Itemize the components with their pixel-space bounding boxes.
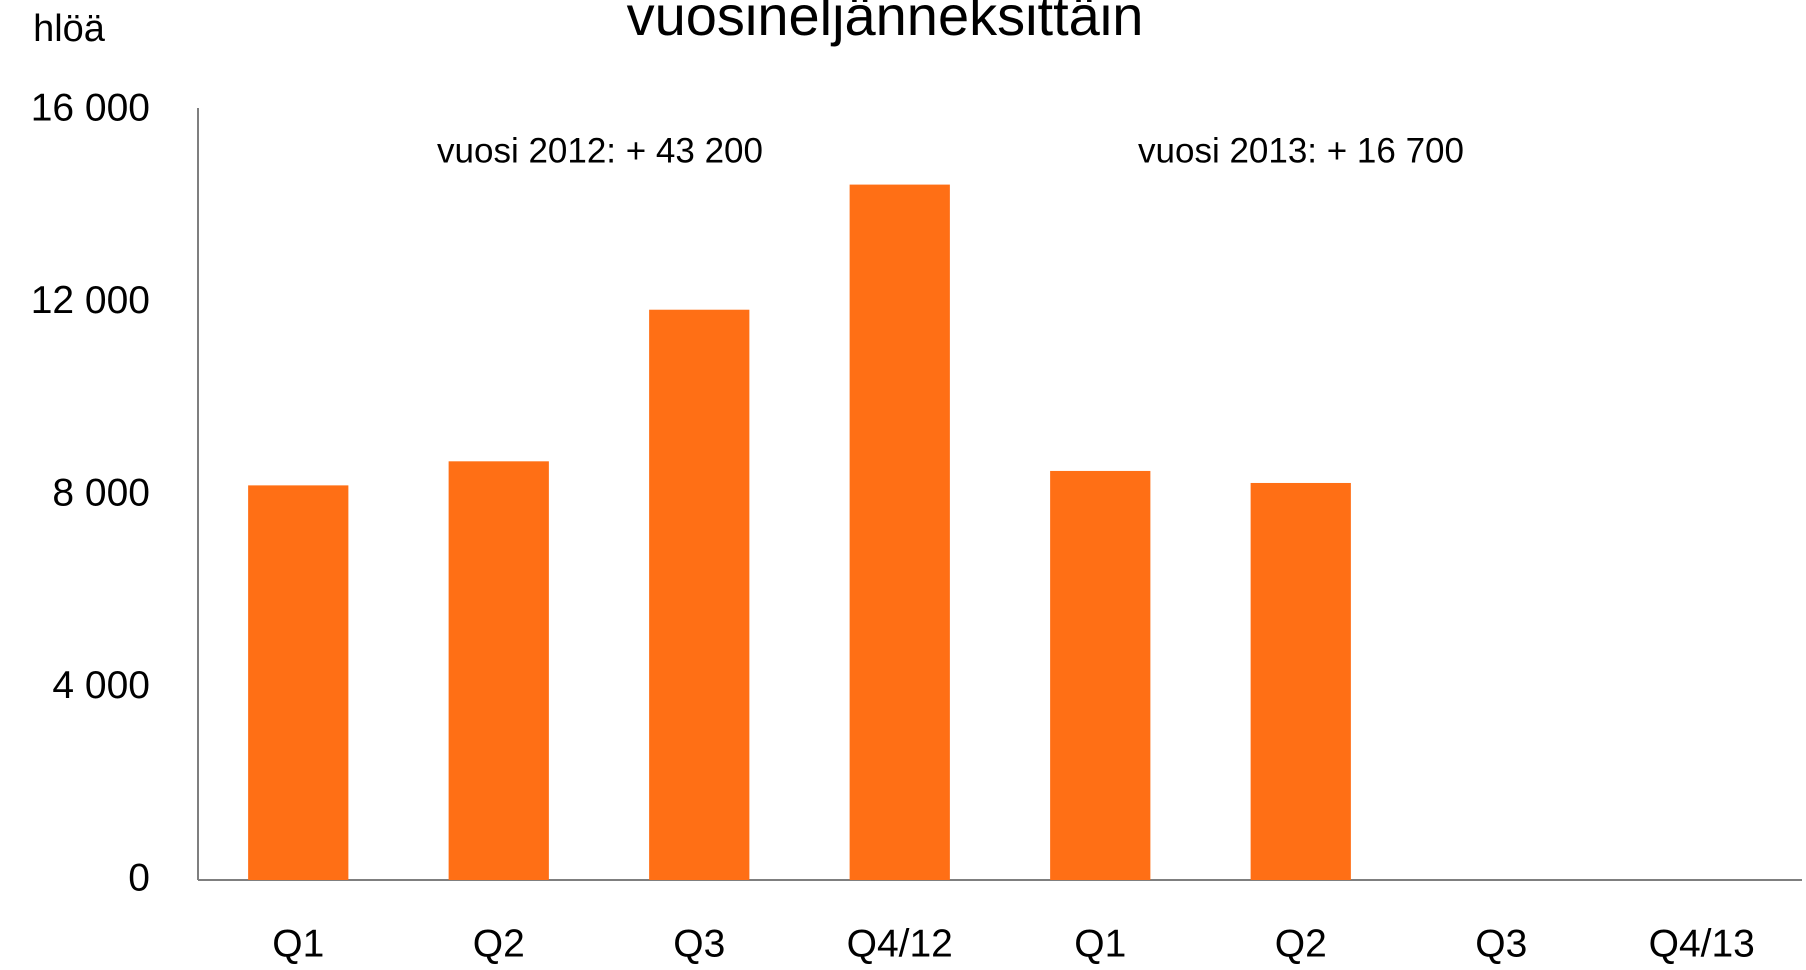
x-tick-label: Q1 <box>1074 922 1126 965</box>
x-tick-label: Q2 <box>1275 922 1327 965</box>
x-tick-label: Q4/13 <box>1649 922 1755 965</box>
x-tick-label: Q3 <box>1475 922 1527 965</box>
y-tick-label: 4 000 <box>52 664 150 707</box>
chart-title: vuosineljänneksittäin <box>627 0 1144 47</box>
x-tick-label: Q1 <box>272 922 324 965</box>
y-tick-label: 0 <box>128 856 150 899</box>
bar <box>649 309 750 880</box>
y-tick-label: 16 000 <box>31 86 150 129</box>
y-tick-label: 12 000 <box>31 279 150 322</box>
bar <box>849 184 950 880</box>
x-tick-label: Q3 <box>673 922 725 965</box>
bar <box>1050 470 1151 880</box>
annotation: vuosi 2013: + 16 700 <box>1138 131 1464 170</box>
x-tick-label: Q4/12 <box>847 922 953 965</box>
y-axis-label: hlöä <box>33 8 106 50</box>
x-tick-label: Q2 <box>473 922 525 965</box>
annotation: vuosi 2012: + 43 200 <box>437 131 763 170</box>
bar <box>248 485 349 880</box>
bar <box>1250 482 1351 880</box>
bar <box>448 461 549 880</box>
y-tick-label: 8 000 <box>52 471 150 514</box>
